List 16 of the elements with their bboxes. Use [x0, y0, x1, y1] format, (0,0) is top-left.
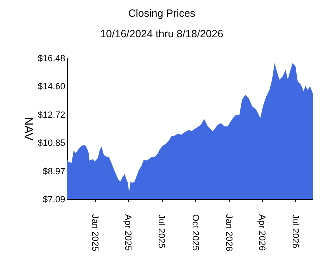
y-tick-label: $8.97 [42, 166, 66, 176]
y-tick-label: $16.48 [38, 54, 66, 64]
x-tick-label: Jul 2025 [157, 214, 168, 249]
x-tick-label: Jul 2026 [290, 214, 301, 249]
x-tick-label: Jan 2026 [224, 214, 235, 252]
x-tick-label: Jan 2025 [90, 214, 101, 252]
x-tick-label: Apr 2026 [258, 214, 268, 252]
y-tick-label: $7.09 [42, 194, 66, 204]
chart-title: Closing Prices [128, 8, 196, 20]
y-tick-label: $12.72 [38, 110, 66, 120]
chart-subtitle: 10/16/2024 thru 8/18/2026 [100, 28, 224, 40]
y-axis-title: NAV [22, 117, 36, 141]
y-tick-label: $10.85 [38, 138, 66, 148]
x-tick-label: Oct 2025 [190, 214, 201, 252]
x-tick-label: Apr 2025 [124, 214, 134, 252]
y-tick-label: $14.60 [38, 82, 66, 92]
